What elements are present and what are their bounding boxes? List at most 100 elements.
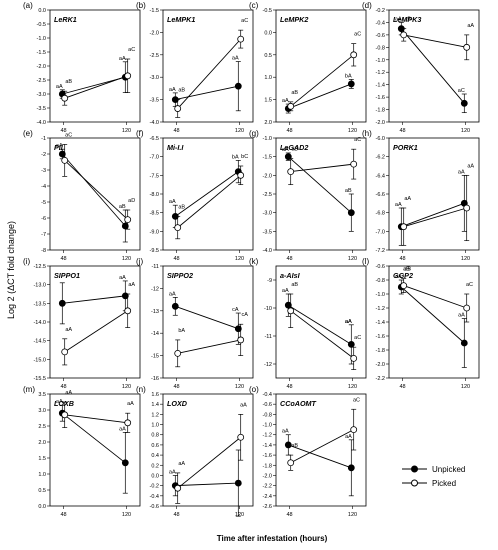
series-line-unpicked	[62, 295, 126, 304]
data-point-unpicked	[58, 299, 66, 307]
y-tick-label: 1.2	[151, 412, 159, 418]
y-tick-label: -15	[151, 354, 159, 360]
y-tick-label: -1.5	[263, 155, 272, 161]
significance-label: aA	[458, 313, 465, 319]
panel-gene-title: LeMPK2	[280, 15, 308, 24]
data-point-picked	[174, 224, 182, 231]
data-point-picked	[61, 348, 69, 356]
significance-label: aA	[169, 199, 176, 205]
y-tick-label: -6.4	[376, 173, 385, 179]
data-point-picked	[174, 349, 182, 357]
y-tick-label: -2.2	[263, 484, 272, 490]
series-line-picked	[64, 310, 128, 353]
series-line-picked	[290, 429, 354, 464]
data-point-picked	[463, 304, 471, 312]
significance-label: aA	[178, 461, 185, 467]
y-tick-label: -8.5	[150, 211, 159, 217]
y-tick-label: 3.0	[38, 408, 46, 414]
y-tick-label: -14	[151, 331, 159, 337]
y-tick-label: -1.0	[376, 292, 385, 298]
y-tick-label: -2.0	[37, 64, 46, 70]
series-line-picked	[177, 38, 242, 109]
y-tick-label: -0.5	[263, 8, 272, 14]
significance-label: aA	[282, 147, 289, 153]
significance-label: aA	[232, 56, 239, 62]
data-point-picked	[124, 216, 132, 223]
y-tick-label: -16	[151, 376, 159, 382]
y-tick-label: -1.4	[376, 83, 385, 89]
series-line-picked	[290, 310, 354, 359]
chart-panel: -0.6 -0.4 -0.2 0.0 0.2 0.4 0.6 0.8 1.0 1.2 1.4 1.6 4…	[136, 385, 254, 518]
y-tick-label: -1.0	[37, 36, 46, 42]
significance-label: aB	[65, 79, 72, 85]
y-axis-title: Log 2 (ΔCT fold change)	[6, 221, 16, 319]
y-tick-label: 0.8	[151, 433, 159, 439]
x-tick-label: 120	[461, 128, 470, 134]
panel-gene-title: SIPPO1	[54, 271, 80, 280]
y-tick-label: -0.6	[150, 504, 159, 510]
series-line-unpicked	[175, 482, 239, 487]
significance-label: aA	[282, 288, 289, 294]
series-line-unpicked	[288, 156, 352, 214]
y-tick-label: -0.8	[263, 412, 272, 418]
x-tick-label: 120	[348, 256, 357, 262]
series-line-unpicked	[175, 171, 239, 217]
significance-label: aA	[65, 327, 72, 333]
x-tick-label: 120	[122, 256, 131, 262]
x-tick-label: 120	[461, 384, 470, 390]
series-line-picked	[64, 160, 129, 220]
significance-label: aB	[119, 204, 126, 210]
x-tick-label: 120	[235, 512, 244, 518]
significance-label: aA	[169, 291, 176, 297]
panel-letter: (n)	[136, 385, 146, 394]
y-tick-label: 1.0	[151, 423, 159, 429]
y-tick-label: -3.5	[37, 106, 46, 112]
panel-letter: (h)	[362, 129, 372, 138]
x-tick-label: 48	[173, 384, 179, 390]
y-tick-label: -9	[267, 278, 272, 284]
panel-gene-title: GGP2	[393, 271, 413, 280]
y-tick-label: -1.0	[263, 423, 272, 429]
y-tick-label: -7.0	[150, 155, 159, 161]
significance-label: cA	[241, 312, 248, 318]
significance-label: aB	[291, 147, 298, 153]
y-tick-label: -2.5	[150, 53, 159, 59]
significance-label: aC	[354, 32, 361, 38]
y-tick-label: -1.2	[376, 306, 385, 312]
x-tick-label: 48	[173, 256, 179, 262]
y-tick-label: -9.5	[150, 248, 159, 254]
panel-gene-title: LOXD	[167, 399, 187, 408]
chart-panel: -4.0 -3.5 -3.0 -2.5 -2.0 -1.5 -1.0 -0.5 0.0 48 120…	[23, 1, 141, 134]
y-tick-label: 2.0	[38, 440, 46, 446]
significance-label: bA	[178, 328, 185, 334]
panel-letter: (o)	[249, 385, 259, 394]
significance-label: aA	[395, 274, 402, 280]
y-tick-label: -2.4	[263, 494, 272, 500]
y-tick-label: -3.5	[263, 229, 272, 235]
chart-panel: -7.2 -7.0 -6.8 -6.6 -6.4 -6.2 -6.0 48 120 (h) PORK…	[362, 129, 480, 262]
significance-label: aA	[127, 401, 134, 407]
significance-label: aA	[119, 56, 126, 62]
panel-letter: (l)	[362, 257, 369, 266]
panel-letter: (m)	[23, 385, 35, 394]
significance-label: aA	[345, 319, 352, 325]
y-tick-label: -0.6	[263, 402, 272, 408]
y-tick-label: 1.0	[264, 75, 272, 81]
panel-frame	[275, 265, 367, 379]
series-line-unpicked	[61, 153, 126, 227]
y-tick-label: -0.6	[376, 33, 385, 39]
panel-gene-title: LeRK1	[54, 15, 77, 24]
panel-gene-title: LOXB	[54, 399, 74, 408]
chart-panel: -4.0 -3.5 -3.0 -2.5 -2.0 -1.5 48 120 (b) LeMPK1 aA…	[136, 1, 254, 134]
significance-label: aA	[345, 434, 352, 440]
significance-label: aA	[65, 390, 72, 396]
panel-gene-title: PII	[54, 143, 64, 152]
significance-label: aA	[119, 275, 126, 281]
data-point-picked	[61, 156, 69, 164]
y-tick-label: -0.2	[150, 484, 159, 490]
x-tick-label: 48	[286, 512, 292, 518]
data-point-unpicked	[460, 99, 468, 107]
x-tick-label: 48	[60, 128, 66, 134]
data-point-unpicked	[58, 150, 66, 158]
y-tick-label: -0.4	[263, 392, 272, 398]
